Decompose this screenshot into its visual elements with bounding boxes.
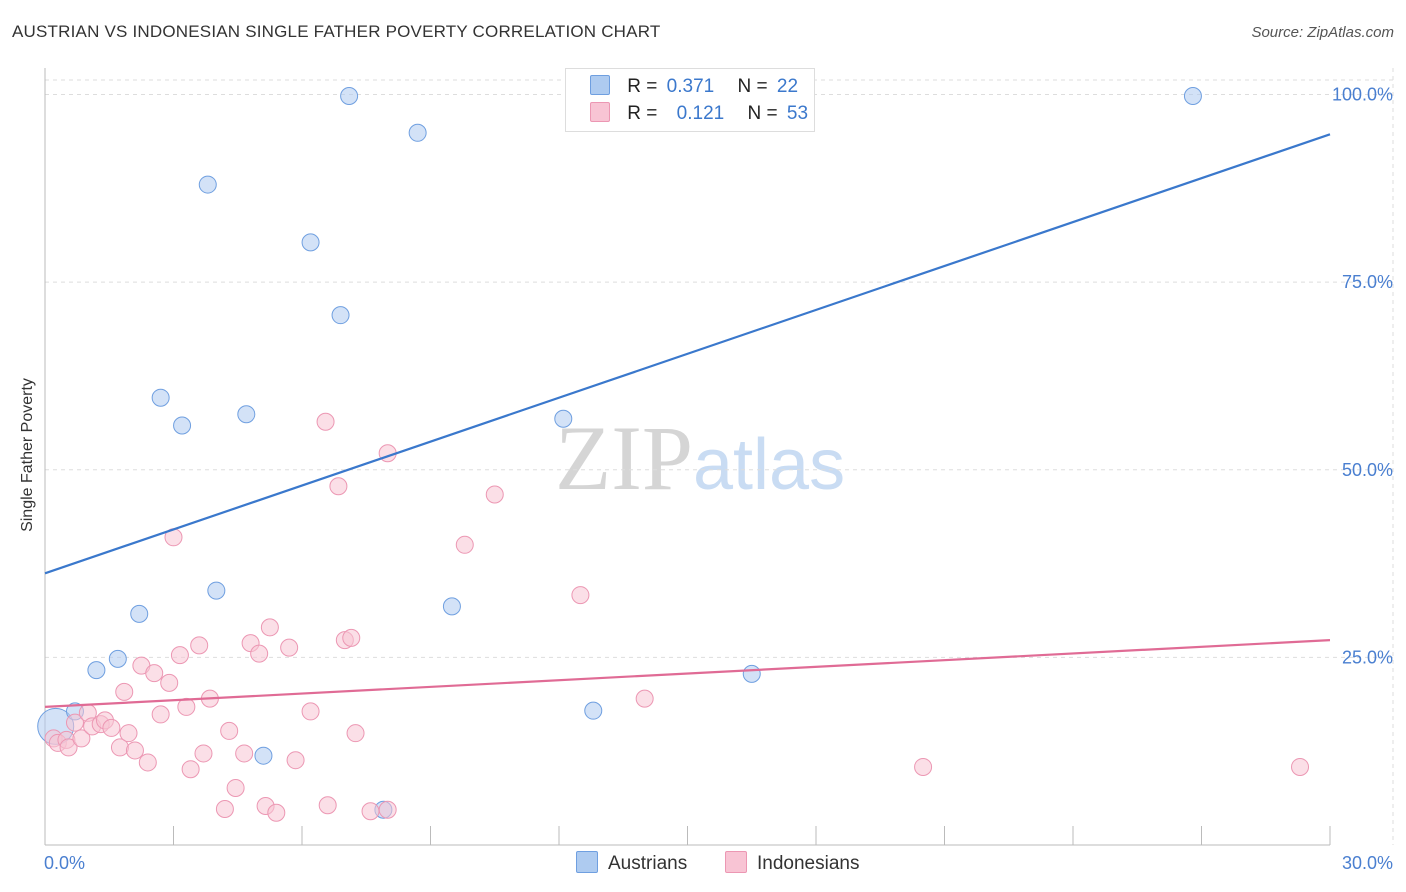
legend-n-value: 22 [776,76,799,97]
austrian-point [87,661,106,680]
indonesian-point [342,628,361,647]
y-tick-label: 100.0% [1332,85,1393,105]
legend-r-value: 0.371 [666,76,715,97]
austrian-point [1183,87,1202,106]
austrian-point [442,597,461,616]
bottom-legend-austrians[interactable]: Austrians [576,851,687,875]
legend-r-label: R = [627,76,658,97]
austrian-point [173,416,192,435]
indonesian-point [280,638,299,657]
austrian-point [331,306,350,325]
austrian-point [207,581,226,600]
bottom-legend-label-indonesians: Indonesians [757,853,860,874]
indonesian-point [72,729,91,748]
austrian-point [130,604,149,623]
grid-lines [45,68,1395,845]
indonesian-point [177,697,196,716]
indonesian-point [914,757,933,776]
legend-n-value: 53 [786,103,809,124]
austrian-point [301,233,320,252]
indonesian-point [170,646,189,665]
x-tick-label: 30.0% [1342,853,1393,873]
austrian-point [340,87,359,106]
austrian-point [254,746,273,765]
indonesian-point [226,778,245,797]
indonesian-point [115,682,134,701]
bottom-legend-swatch-indonesians [725,851,747,873]
bottom-legend-indonesians[interactable]: Indonesians [725,851,859,875]
indonesian-point [102,718,121,737]
indonesian-point [485,485,504,504]
austrian-point [237,405,256,424]
indonesian-point [220,721,239,740]
legend-n-label: N = [737,76,768,97]
stats-legend: R = 0.371 N = 22 R = 0.121 N = 53 [565,68,815,132]
watermark: ZIPatlas [555,405,845,511]
indonesian-point [190,636,209,655]
y-tick-label: 50.0% [1342,460,1393,480]
indonesian-point [260,618,279,637]
tick-labels: 25.0% 50.0% 75.0% 100.0% 0.0% 30.0% [44,85,1393,873]
legend-row-indonesians: R = 0.121 N = 53 [590,102,808,126]
indonesian-point [160,673,179,692]
indonesian-point [1291,757,1310,776]
legend-row-austrians: R = 0.371 N = 22 [590,75,798,99]
austrian-point [151,388,170,407]
watermark-zip: ZIP [555,407,693,509]
legend-r-value: 0.121 [676,103,725,124]
austrians-points [37,87,1202,819]
austrians-trend-line [44,133,1331,575]
indonesian-point [125,741,144,760]
indonesian-point [194,744,213,763]
austrian-point [108,649,127,668]
indonesian-point [286,751,305,770]
trend-lines [44,133,1331,709]
austrian-point [198,175,217,194]
indonesian-point [65,713,84,732]
austrian-point [408,123,427,142]
indonesian-point [59,738,78,757]
austrian-point [742,664,761,683]
indonesian-point [455,535,474,554]
austrian-point [584,701,603,720]
indonesians-points [44,412,1310,822]
indonesian-point [378,800,397,819]
bottom-legend-label-austrians: Austrians [608,853,688,874]
indonesian-point [151,705,170,724]
indonesian-point [635,689,654,708]
legend-r-label: R = [627,103,658,124]
indonesians-trend-line [44,639,1331,709]
indonesian-point [361,802,380,821]
y-tick-label: 25.0% [1342,647,1393,667]
chart-title: AUSTRIAN VS INDONESIAN SINGLE FATHER POV… [12,22,661,41]
indonesian-point [145,664,164,683]
legend-swatch-austrians [590,75,610,95]
y-tick-label: 75.0% [1342,272,1393,292]
indonesian-point [138,753,157,772]
x-tick-label: 0.0% [44,853,85,873]
indonesian-point [329,477,348,496]
indonesian-point [318,796,337,815]
indonesian-point [346,724,365,743]
indonesian-point [250,644,269,663]
indonesian-point [181,760,200,779]
indonesian-point [119,724,138,743]
indonesian-point [267,803,286,822]
watermark-atlas: atlas [693,425,846,505]
indonesian-point [235,744,254,763]
legend-swatch-indonesians [590,102,610,122]
indonesian-point [571,586,590,605]
legend-n-label: N = [747,103,778,124]
bottom-legend-swatch-austrians [576,851,598,873]
indonesian-point [215,799,234,818]
austrian-point [554,409,573,428]
source-label: Source: ZipAtlas.com [1251,24,1394,41]
indonesian-point [301,702,320,721]
indonesian-point [316,412,335,431]
